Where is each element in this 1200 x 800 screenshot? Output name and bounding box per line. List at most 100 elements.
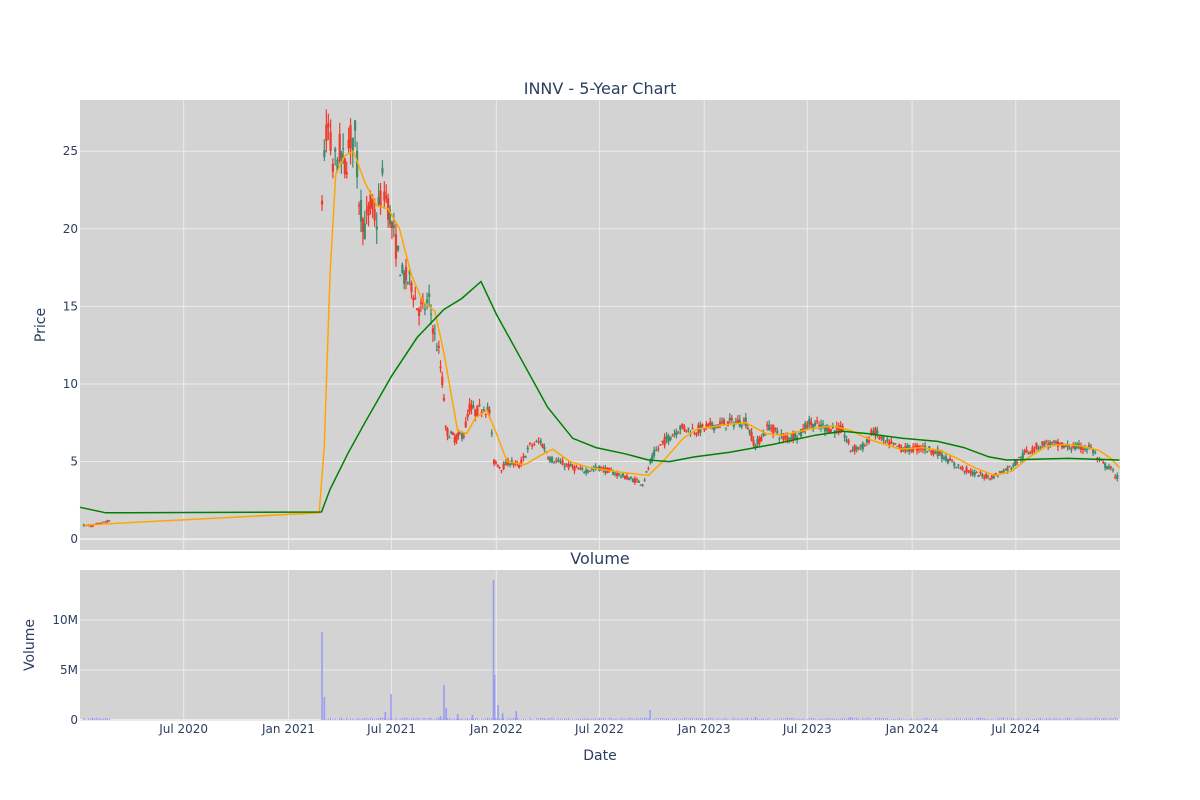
volume-bar[interactable] — [418, 717, 420, 720]
volume-bar[interactable] — [410, 718, 413, 720]
volume-bar[interactable] — [972, 718, 974, 720]
candle-body[interactable] — [701, 424, 704, 427]
volume-bar[interactable] — [598, 717, 601, 720]
volume-bar[interactable] — [838, 718, 840, 720]
candle-body[interactable] — [872, 431, 875, 435]
volume-bar[interactable] — [1025, 718, 1028, 720]
candle-body[interactable] — [635, 479, 638, 481]
candle-body[interactable] — [320, 200, 324, 205]
volume-bar[interactable] — [685, 717, 688, 720]
volume-bar[interactable] — [846, 718, 848, 720]
volume-bar[interactable] — [474, 718, 476, 720]
candle-body[interactable] — [794, 432, 797, 440]
volume-bar[interactable] — [707, 718, 709, 720]
volume-bar[interactable] — [900, 718, 902, 720]
volume-bar[interactable] — [1106, 719, 1108, 720]
candle-body[interactable] — [965, 467, 968, 473]
volume-bar[interactable] — [454, 718, 456, 720]
candle-body[interactable] — [575, 466, 578, 468]
volume-bar[interactable] — [455, 719, 458, 720]
candle-body[interactable] — [1045, 440, 1048, 442]
volume-bar[interactable] — [729, 719, 731, 720]
candle-body[interactable] — [571, 465, 574, 468]
volume-bar[interactable] — [760, 718, 762, 720]
volume-bar[interactable] — [820, 718, 822, 720]
candle-body[interactable] — [363, 223, 366, 240]
volume-bar[interactable] — [391, 718, 393, 720]
volume-bar[interactable] — [414, 718, 416, 720]
candle-body[interactable] — [403, 272, 406, 284]
candle-body[interactable] — [373, 209, 376, 221]
volume-bar[interactable] — [452, 718, 454, 720]
volume-bar[interactable] — [362, 718, 364, 720]
volume-bar[interactable] — [731, 718, 733, 720]
volume-bar[interactable] — [790, 718, 792, 720]
volume-bar[interactable] — [834, 718, 836, 720]
volume-bar[interactable] — [407, 717, 409, 720]
volume-bar[interactable] — [1049, 717, 1051, 720]
volume-bar[interactable] — [1031, 718, 1034, 720]
volume-bar[interactable] — [349, 718, 352, 720]
candle-body[interactable] — [665, 436, 668, 440]
volume-bar[interactable] — [673, 718, 676, 720]
candle-body[interactable] — [1023, 451, 1026, 453]
volume-bar[interactable] — [659, 718, 662, 720]
volume-bar[interactable] — [832, 718, 834, 720]
candle-body[interactable] — [816, 420, 819, 422]
volume-bar[interactable] — [906, 719, 908, 720]
volume-spike-bar[interactable] — [390, 694, 392, 720]
volume-bar[interactable] — [912, 719, 914, 720]
volume-bar[interactable] — [509, 718, 511, 720]
candle-body[interactable] — [1081, 448, 1085, 451]
candle-body[interactable] — [1008, 466, 1011, 468]
candle-body[interactable] — [619, 476, 623, 478]
volume-bar[interactable] — [1110, 717, 1112, 720]
volume-spike-bar[interactable] — [321, 632, 323, 720]
candle-body[interactable] — [388, 209, 392, 225]
candle-body[interactable] — [394, 234, 398, 259]
volume-bar[interactable] — [549, 717, 551, 720]
candle-body[interactable] — [870, 429, 873, 436]
volume-bar[interactable] — [327, 718, 329, 720]
volume-bar[interactable] — [792, 717, 794, 720]
candle-body[interactable] — [355, 151, 359, 178]
volume-bar[interactable] — [985, 719, 987, 720]
candle-body[interactable] — [1041, 441, 1044, 445]
volume-bar[interactable] — [566, 718, 568, 720]
candle-body[interactable] — [631, 478, 634, 483]
candle-body[interactable] — [464, 421, 467, 428]
volume-bar[interactable] — [920, 719, 922, 720]
volume-bar[interactable] — [782, 718, 784, 720]
candle-body[interactable] — [677, 432, 680, 434]
volume-bar[interactable] — [890, 719, 892, 720]
candle-body[interactable] — [433, 333, 436, 335]
candle-body[interactable] — [91, 524, 94, 527]
candle-body[interactable] — [381, 167, 384, 174]
candle-body[interactable] — [329, 131, 332, 151]
volume-bar[interactable] — [741, 718, 743, 720]
candle-body[interactable] — [535, 440, 538, 442]
volume-bar[interactable] — [430, 717, 432, 720]
candle-body[interactable] — [621, 473, 625, 477]
candle-body[interactable] — [675, 431, 678, 436]
volume-bar[interactable] — [677, 719, 679, 720]
volume-bar[interactable] — [818, 719, 820, 720]
volume-bar[interactable] — [95, 717, 97, 720]
candle-body[interactable] — [843, 435, 846, 438]
volume-bar[interactable] — [405, 717, 407, 720]
volume-bar[interactable] — [432, 719, 434, 720]
volume-bar[interactable] — [612, 718, 614, 720]
volume-spike-bar[interactable] — [445, 708, 448, 720]
volume-bar[interactable] — [1080, 718, 1082, 720]
candle-body[interactable] — [645, 471, 648, 473]
volume-bar[interactable] — [367, 719, 370, 720]
candle-body[interactable] — [776, 430, 779, 434]
candle-body[interactable] — [1116, 474, 1119, 480]
volume-spike-bar[interactable] — [497, 705, 499, 720]
candle-body[interactable] — [898, 444, 901, 448]
candle-body[interactable] — [435, 349, 438, 351]
candle-body[interactable] — [693, 433, 696, 435]
candle-body[interactable] — [959, 467, 962, 469]
candle-body[interactable] — [764, 434, 767, 436]
volume-bar[interactable] — [943, 719, 945, 720]
